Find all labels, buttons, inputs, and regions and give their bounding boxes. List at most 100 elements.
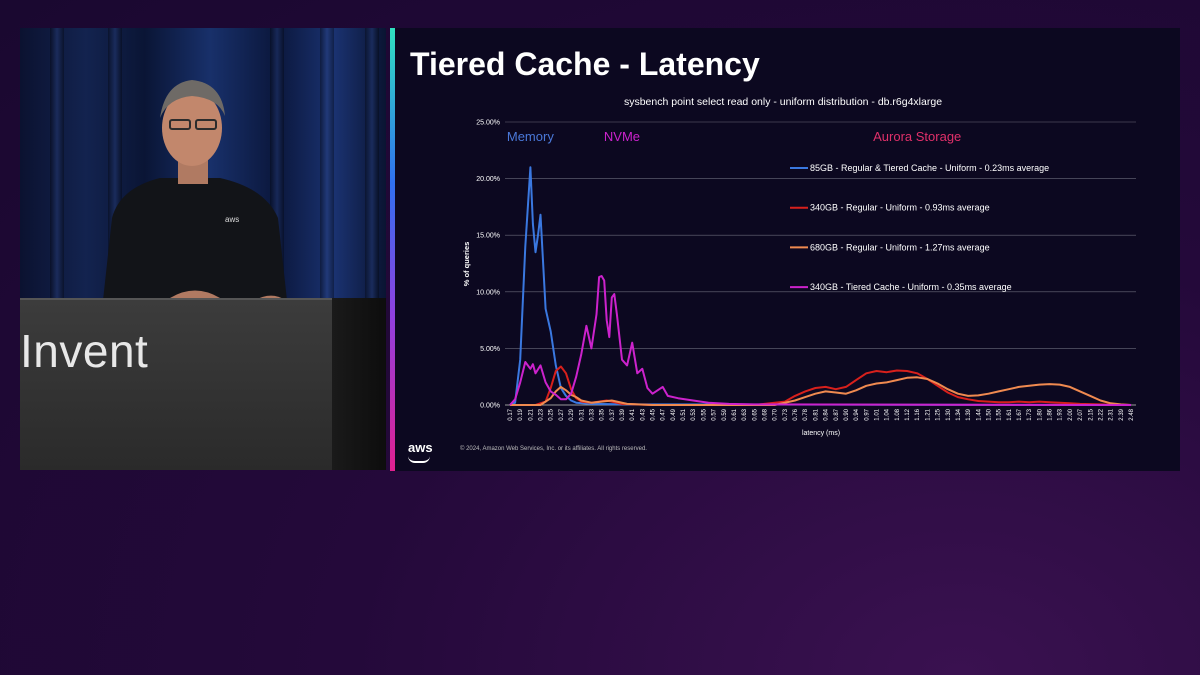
x-tick-label: 0.76 [793, 408, 799, 420]
x-tick-label: 0.97 [864, 408, 870, 420]
x-tick-label: 0.70 [773, 408, 779, 420]
x-tick-label: 0.57 [712, 408, 718, 420]
x-tick-label: 0.94 [854, 408, 860, 420]
x-tick-label: 1.12 [905, 408, 911, 420]
slide-accent-bar [390, 28, 395, 471]
x-tick-label: 0.65 [752, 408, 758, 420]
x-tick-label: 0.73 [783, 408, 789, 420]
legend-label: 340GB - Tiered Cache - Uniform - 0.35ms … [810, 282, 1012, 292]
x-tick-label: 1.16 [915, 408, 921, 420]
x-tick-label: 0.84 [824, 408, 830, 420]
x-tick-label: 2.15 [1088, 408, 1094, 420]
x-tick-label: 1.30 [946, 408, 952, 420]
x-axis-label: latency (ms) [802, 430, 840, 437]
x-tick-label: 0.51 [681, 408, 687, 420]
x-tick-label: 1.01 [874, 408, 880, 420]
legend: 85GB - Regular & Tiered Cache - Uniform … [790, 163, 1049, 292]
x-tick-label: 0.81 [813, 408, 819, 420]
y-tick-label: 10.00% [476, 289, 500, 296]
x-tick-label: 0.19 [518, 408, 524, 420]
series-line [510, 376, 1132, 406]
x-tick-label: 1.73 [1027, 408, 1033, 420]
x-tick-label: 1.34 [956, 408, 962, 420]
x-tick-label: 0.27 [559, 408, 565, 420]
x-tick-label: 0.21 [528, 408, 534, 420]
x-tick-label: 2.31 [1109, 408, 1115, 420]
region-annotation: Aurora Storage [873, 129, 961, 144]
x-tick-label: 0.63 [742, 408, 748, 420]
x-tick-label: 0.61 [732, 408, 738, 420]
slide-title: Tiered Cache - Latency [410, 46, 760, 82]
podium-side [332, 298, 386, 470]
x-tick-label: 0.23 [539, 408, 545, 420]
x-tick-label: 1.04 [885, 408, 891, 420]
x-tick-label: 1.08 [895, 408, 901, 420]
x-tick-label: 1.93 [1058, 408, 1064, 420]
x-tick-label: 0.43 [640, 408, 646, 420]
aws-logo: aws [408, 440, 433, 455]
x-tick-label: 0.49 [671, 408, 677, 420]
chart-title: sysbench point select read only - unifor… [624, 96, 942, 108]
series-line [509, 166, 1132, 406]
x-tick-label: 1.67 [1017, 408, 1023, 420]
x-tick-label: 1.55 [997, 408, 1003, 420]
x-tick-label: 0.41 [630, 408, 636, 420]
x-tick-label: 1.44 [976, 408, 982, 420]
y-tick-label: 0.00% [480, 403, 500, 410]
podium: Invent [20, 298, 332, 470]
x-tick-label: 0.37 [610, 408, 616, 420]
series-layer [509, 166, 1132, 406]
presentation-slide: Tiered Cache - Latency sysbench point se… [390, 28, 1180, 471]
y-tick-label: 5.00% [480, 346, 500, 353]
x-tick-label: 2.39 [1119, 408, 1125, 420]
legend-label: 85GB - Regular & Tiered Cache - Uniform … [810, 163, 1049, 173]
x-tick-label: 0.39 [620, 408, 626, 420]
x-tick-label: 0.17 [508, 408, 514, 420]
x-tick-label: 0.47 [661, 408, 667, 420]
x-tick-label: 0.45 [651, 408, 657, 420]
x-tick-label: 1.61 [1007, 408, 1013, 420]
x-tick-label: 1.25 [936, 408, 942, 420]
x-tick-label: 1.39 [966, 408, 972, 420]
x-tick-label: 0.78 [803, 408, 809, 420]
series-line [509, 275, 1132, 406]
x-tick-label: 1.21 [925, 408, 931, 420]
x-tick-label: 2.22 [1098, 408, 1104, 420]
x-tick-labels: 0.17 0.19 0.21 0.23 0.25 0.27 0.29 0.31 0.33 0.35… [508, 408, 1135, 420]
x-tick-label: 0.29 [569, 408, 575, 420]
x-tick-label: 0.35 [600, 408, 606, 420]
legend-label: 340GB - Regular - Uniform - 0.93ms avera… [810, 203, 990, 213]
speaker-figure: aws [100, 80, 290, 328]
annotation-layer: Memory NVMe Aurora Storage [507, 129, 961, 144]
svg-text:aws: aws [225, 215, 239, 224]
x-tick-label: 0.68 [763, 408, 769, 420]
x-tick-label: 2.07 [1078, 408, 1084, 420]
speaker-video-panel: aws Invent [20, 28, 386, 470]
y-tick-label: 15.00% [476, 233, 500, 240]
latency-chart: sysbench point select read only - unifor… [462, 96, 1136, 437]
x-tick-label: 0.33 [589, 408, 595, 420]
x-tick-label: 1.86 [1048, 408, 1054, 420]
x-tick-label: 0.87 [834, 408, 840, 420]
y-tick-label: 25.00% [476, 120, 500, 127]
y-axis-label: % of queries [462, 242, 471, 287]
x-tick-label: 0.90 [844, 408, 850, 420]
x-tick-label: 0.25 [549, 408, 555, 420]
grid-layer [505, 121, 1136, 406]
copyright-text: © 2024, Amazon Web Services, Inc. or its… [460, 446, 647, 452]
x-tick-label: 1.80 [1037, 408, 1043, 420]
x-tick-label: 2.48 [1129, 408, 1135, 420]
x-tick-label: 1.50 [986, 408, 992, 420]
y-tick-label: 20.00% [476, 176, 500, 183]
region-annotation: NVMe [604, 129, 640, 144]
x-tick-label: 0.31 [579, 408, 585, 420]
x-tick-label: 2.00 [1068, 408, 1074, 420]
aws-logo-smile [408, 456, 430, 463]
x-tick-label: 0.53 [691, 408, 697, 420]
x-tick-label: 0.55 [701, 408, 707, 420]
x-tick-label: 0.59 [722, 408, 728, 420]
region-annotation: Memory [507, 129, 554, 144]
podium-logo-text: Invent [20, 325, 149, 377]
y-tick-labels: 0.00% 5.00% 10.00% 15.00% 20.00% 25.00% [476, 120, 500, 410]
legend-label: 680GB - Regular - Uniform - 1.27ms avera… [810, 242, 990, 252]
